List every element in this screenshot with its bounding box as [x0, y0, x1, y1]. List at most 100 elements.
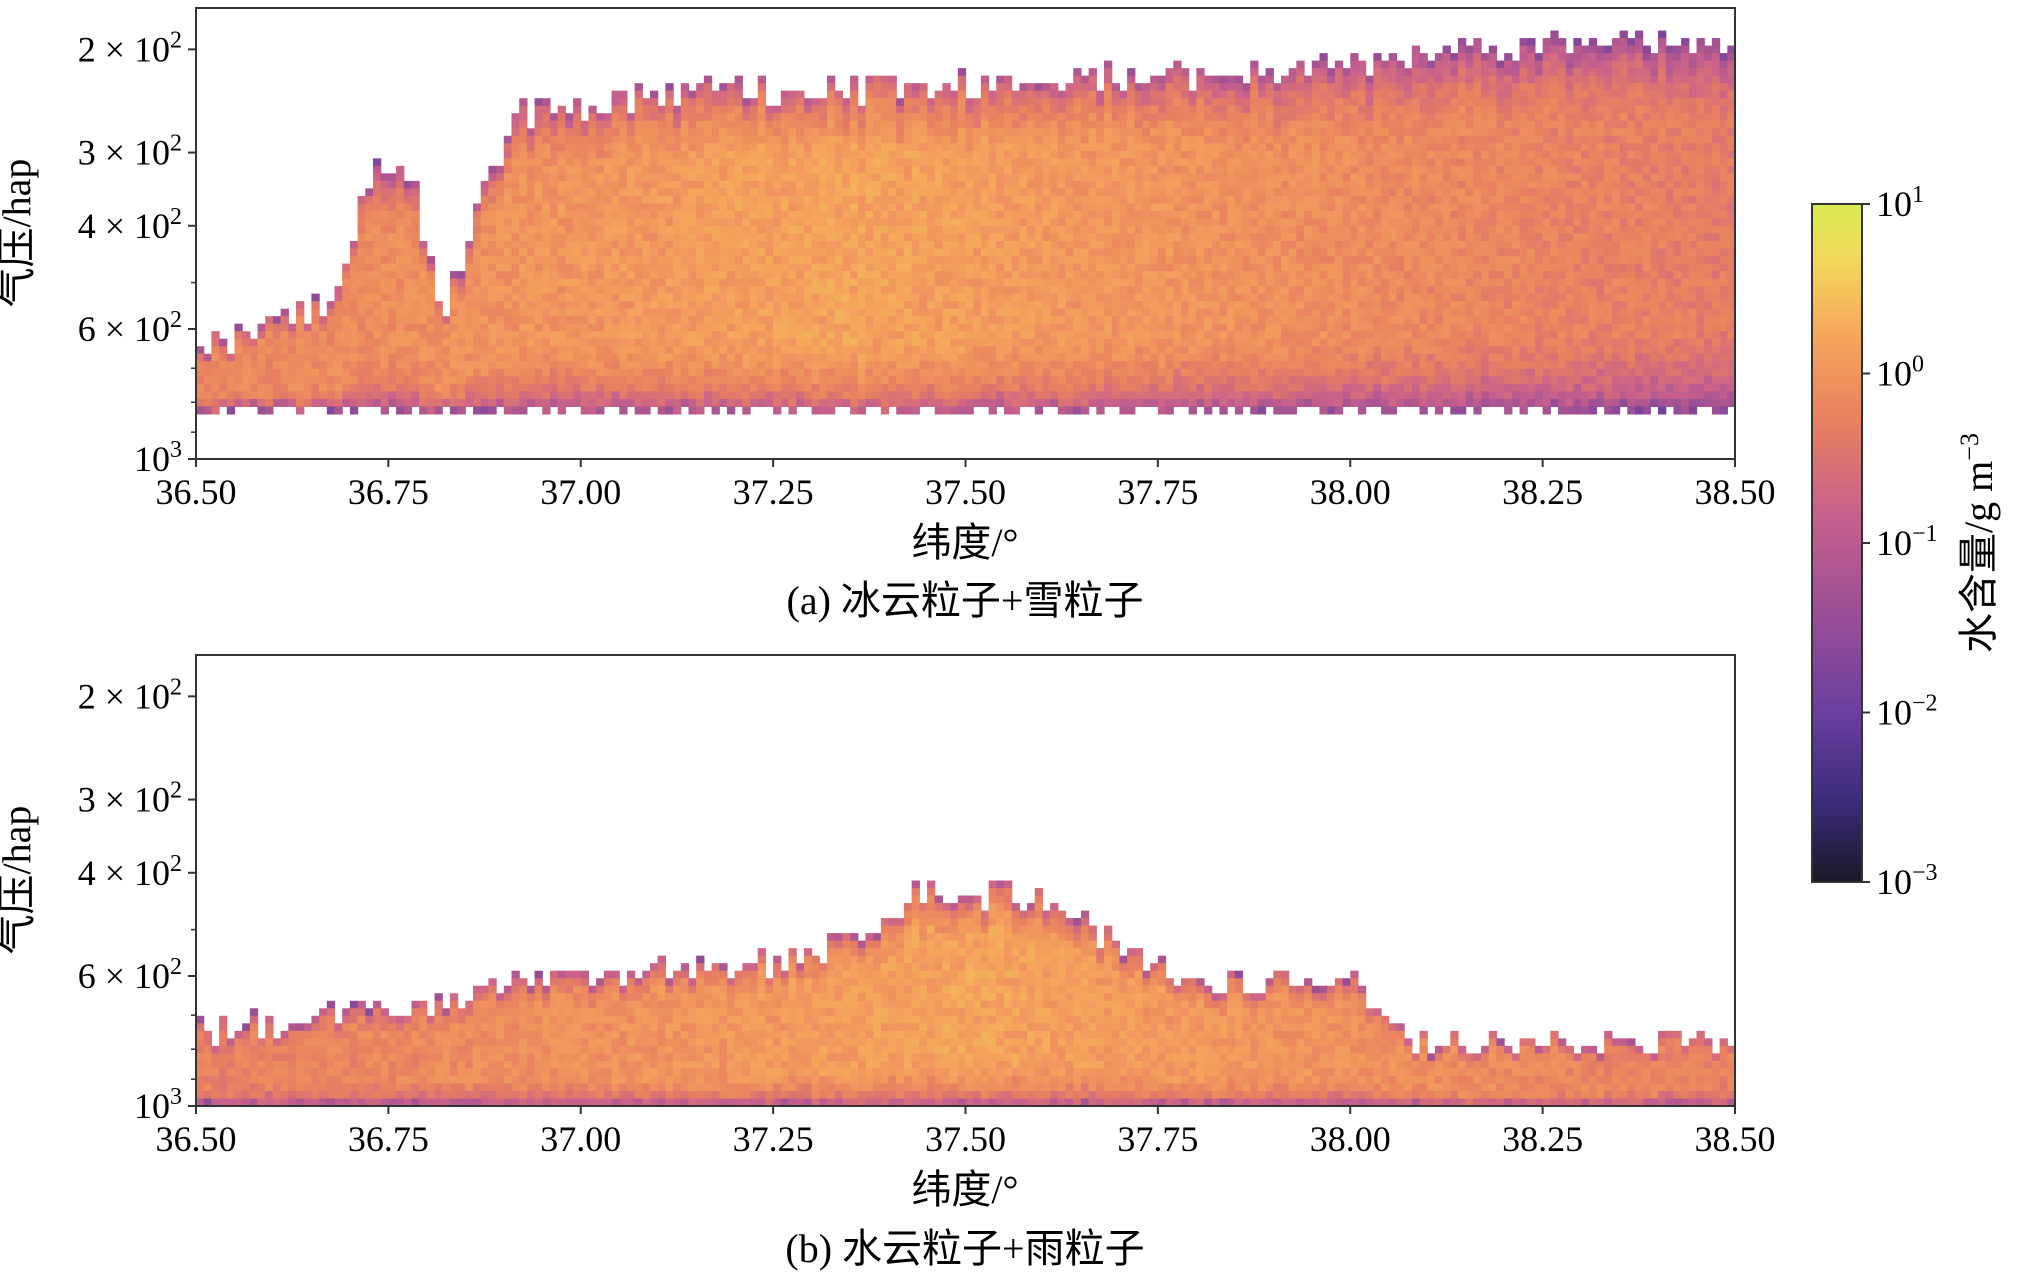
heatmap-cell: [950, 286, 959, 295]
heatmap-cell: [873, 165, 882, 174]
heatmap-cell: [1050, 120, 1059, 129]
heatmap-cell: [942, 120, 951, 129]
heatmap-cell: [1104, 210, 1113, 220]
heatmap-cell: [903, 203, 913, 212]
heatmap-cell: [834, 143, 843, 152]
heatmap-cell: [1188, 241, 1197, 250]
heatmap-cell: [396, 263, 405, 272]
heatmap-cell: [1096, 173, 1105, 182]
heatmap-cell: [403, 361, 413, 370]
heatmap-cell: [242, 346, 251, 355]
heatmap-cell: [1096, 263, 1105, 272]
heatmap-cell: [950, 301, 959, 310]
heatmap-cell: [1104, 256, 1113, 265]
heatmap-cell: [603, 210, 613, 220]
heatmap-cell: [603, 263, 613, 272]
heatmap-cell: [696, 83, 705, 92]
heatmap-cell: [957, 316, 967, 325]
heatmap-cell: [896, 195, 905, 205]
heatmap-cell: [742, 158, 751, 167]
heatmap-cell: [711, 188, 720, 197]
heatmap-cell: [642, 316, 651, 325]
heatmap-cell: [503, 286, 513, 295]
heatmap-cell: [1127, 98, 1136, 107]
heatmap-cell: [811, 150, 820, 159]
heatmap-cell: [934, 90, 944, 99]
heatmap-cell: [365, 346, 374, 355]
heatmap-cell: [750, 180, 759, 189]
heatmap-cell: [973, 346, 982, 355]
heatmap-cell: [626, 195, 636, 205]
heatmap-cell: [1073, 316, 1082, 325]
heatmap-cell: [742, 308, 751, 317]
heatmap-cell: [619, 278, 628, 287]
heatmap-cell: [1080, 308, 1090, 317]
heatmap-cell: [596, 398, 605, 407]
heatmap-cell: [665, 263, 674, 272]
heatmap-cell: [988, 391, 997, 400]
heatmap-cell: [526, 143, 536, 152]
heatmap-cell: [896, 286, 905, 295]
heatmap-cell: [711, 256, 720, 265]
heatmap-cell: [265, 383, 274, 392]
heatmap-cell: [942, 383, 951, 392]
heatmap-cell: [750, 323, 759, 332]
heatmap-cell: [1150, 233, 1159, 242]
heatmap-cell: [1050, 368, 1059, 377]
heatmap-cell: [380, 301, 389, 310]
heatmap-cell: [565, 120, 574, 129]
heatmap-cell: [834, 248, 843, 257]
heatmap-cell: [703, 278, 713, 287]
heatmap-cell: [411, 368, 420, 377]
heatmap-cell: [372, 158, 382, 167]
heatmap-cell: [1196, 128, 1205, 137]
heatmap-cell: [927, 248, 936, 257]
heatmap-cell: [1204, 368, 1213, 377]
heatmap-cell: [1150, 346, 1159, 355]
heatmap-cell: [650, 90, 659, 99]
heatmap-cell: [796, 338, 805, 347]
heatmap-cell: [850, 128, 859, 137]
heatmap-cell: [603, 256, 613, 265]
heatmap-cell: [996, 135, 1005, 144]
heatmap-cell: [249, 368, 259, 377]
heatmap-cell: [726, 180, 736, 189]
heatmap-cell: [549, 218, 559, 227]
heatmap-cell: [957, 391, 967, 400]
heatmap-cell: [503, 135, 513, 144]
heatmap-cell: [634, 271, 643, 280]
panel-a: 36.50 36.75 37.00 37.25 37.50 37.75 38.00 38.25…: [0, 7, 1776, 623]
heatmap-cell: [319, 376, 328, 385]
heatmap-cell: [457, 316, 466, 325]
heatmap-cell: [765, 165, 774, 174]
heatmap-cell: [996, 128, 1005, 137]
heatmap-cell: [842, 210, 851, 220]
heatmap-cell: [1250, 241, 1259, 250]
heatmap-cell: [1173, 256, 1182, 265]
heatmap-cell: [542, 368, 551, 377]
heatmap-cell: [1104, 158, 1113, 167]
heatmap-cell: [1088, 346, 1097, 355]
heatmap-cell: [372, 188, 382, 197]
heatmap-cell: [626, 286, 636, 295]
heatmap-cell: [950, 98, 959, 107]
heatmap-cell: [1003, 406, 1013, 415]
heatmap-cell: [1080, 256, 1090, 265]
heatmap-cell: [1073, 210, 1082, 220]
heatmap-cell: [826, 128, 836, 137]
heatmap-cell: [919, 248, 928, 257]
heatmap-cell: [357, 353, 366, 362]
heatmap-cell: [1065, 210, 1074, 220]
heatmap-cell: [680, 316, 690, 325]
heatmap-cell: [603, 135, 613, 144]
heatmap-cell: [865, 195, 874, 205]
heatmap-cell: [642, 188, 651, 197]
heatmap-cell: [1242, 398, 1251, 407]
heatmap-cell: [1219, 323, 1228, 332]
heatmap-cell: [1019, 286, 1028, 295]
heatmap-cell: [896, 383, 905, 392]
heatmap-cell: [573, 225, 582, 235]
heatmap-cell: [211, 331, 220, 340]
heatmap-cell: [488, 225, 497, 235]
heatmap-cell: [211, 361, 220, 370]
